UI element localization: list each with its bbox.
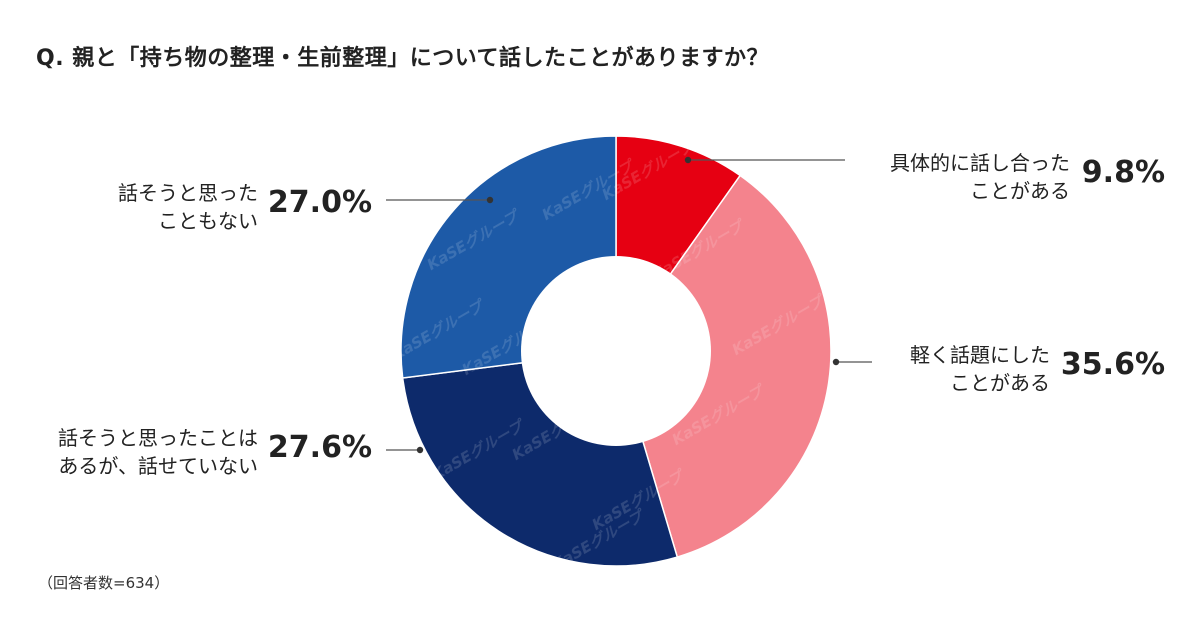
slice-label-4-line-1: 話そうと思った [118, 181, 258, 205]
slice-label-1-line-1: 具体的に話し合った [890, 151, 1070, 175]
respondent-count-note: （回答者数=634） [38, 574, 170, 592]
slice-label-2-line-1: 軽く話題にした [910, 343, 1050, 367]
pie-slice-2 [615, 174, 832, 559]
slice-value-label-2: 35.6% [1061, 347, 1165, 382]
slice-label-1-line-2: ことがある [970, 179, 1070, 203]
slice-label-3-line-2: あるが、話せていない [58, 454, 258, 478]
chart-title: Q. 親と「持ち物の整理・生前整理」について話したことがありますか？ [36, 46, 770, 71]
slice-label-3-line-1: 話そうと思ったことは [58, 426, 258, 450]
slice-labels: 具体的に話し合ったことがある9.8%軽く話題にしたことがある35.6%話そうと思… [58, 151, 1165, 478]
donut-hole [521, 256, 711, 446]
leader-lines [386, 156, 872, 454]
slice-value-label-3: 27.6% [268, 430, 372, 465]
leader-dot-3 [416, 446, 424, 454]
leader-dot-1 [684, 156, 692, 164]
slice-label-4-line-2: こともない [158, 209, 258, 233]
slice-value-label-4: 27.0% [268, 185, 372, 220]
slice-label-2-line-2: ことがある [950, 371, 1050, 395]
slice-value-label-1: 9.8% [1082, 155, 1165, 190]
leader-dot-4 [486, 196, 494, 204]
leader-dot-2 [832, 358, 840, 366]
